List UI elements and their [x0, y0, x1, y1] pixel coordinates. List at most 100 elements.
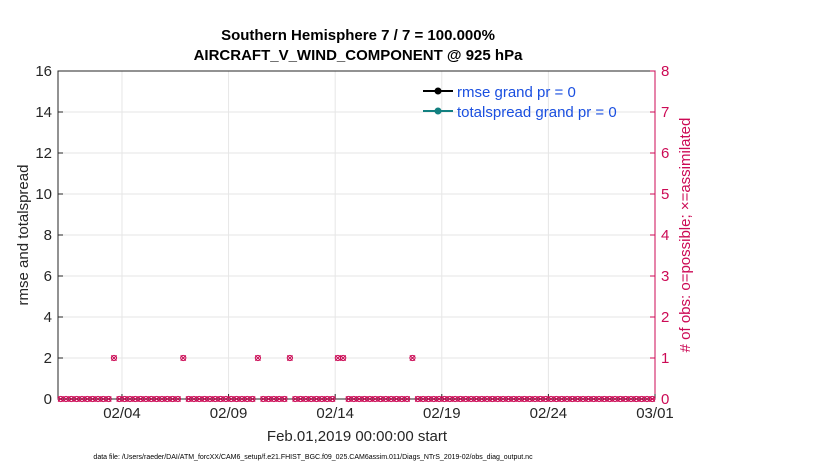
obs-possible-marker	[110, 354, 118, 362]
obs-assimilated-marker	[212, 396, 219, 402]
obs-assimilated-marker	[542, 396, 549, 402]
obs-assimilated-marker	[628, 396, 634, 402]
obs-assimilated-marker	[345, 396, 352, 402]
obs-assimilated-marker	[633, 396, 640, 402]
obs-assimilated-marker	[100, 396, 107, 402]
obs-assimilated-marker	[558, 396, 565, 402]
obs-count-point	[286, 354, 293, 362]
obs-assimilated-marker	[329, 396, 336, 402]
x-tick-label: 02/24	[530, 405, 568, 422]
obs-assimilated-marker	[137, 396, 144, 402]
obs-assimilated-marker	[196, 396, 203, 402]
obs-assimilated-marker	[260, 396, 267, 402]
obs-assimilated-marker	[292, 396, 299, 402]
obs-possible-marker	[254, 354, 261, 362]
obs-assimilated-marker	[510, 396, 517, 402]
obs-assimilated-marker	[324, 396, 331, 402]
obs-assimilated-marker	[286, 355, 293, 361]
right-tick-label: 4	[661, 227, 669, 244]
obs-count-point	[404, 395, 411, 403]
obs-possible-marker	[105, 395, 112, 403]
obs-assimilated-marker	[521, 396, 528, 402]
left-tick-label: 12	[35, 145, 52, 162]
obs-assimilated-marker	[382, 396, 389, 402]
obs-assimilated-marker	[233, 396, 240, 402]
obs-assimilated-marker	[596, 396, 602, 402]
obs-possible-marker	[329, 395, 336, 403]
obs-assimilated-marker	[372, 396, 379, 402]
left-tick-label: 4	[44, 309, 52, 326]
obs-assimilated-marker	[318, 396, 325, 402]
obs-assimilated-marker	[393, 396, 400, 402]
x-tick-label: 02/19	[423, 405, 461, 422]
obs-assimilated-marker	[532, 396, 539, 402]
legend-rmse-label: rmse grand pr = 0	[457, 84, 576, 101]
legend-totalspread-marker	[434, 107, 442, 115]
chart-title-line1: Southern Hemisphere 7 / 7 = 100.000%	[221, 27, 495, 44]
obs-possible-marker	[649, 395, 656, 403]
obs-assimilated-marker	[601, 396, 608, 402]
x-axis: 02/04 02/09 02/14 02/19 02/24 03/01	[103, 394, 674, 422]
obs-assimilated-marker	[238, 396, 245, 402]
obs-possible-marker	[404, 395, 411, 403]
left-tick-label: 8	[44, 227, 52, 244]
obs-assimilated-marker	[111, 355, 117, 361]
obs-assimilated-marker	[185, 396, 192, 402]
obs-count-point	[180, 354, 187, 362]
obs-count-point	[649, 395, 656, 403]
obs-assimilated-marker	[169, 396, 176, 402]
obs-assimilated-marker	[63, 396, 69, 402]
obs-assimilated-marker	[612, 396, 618, 402]
obs-assimilated-marker	[500, 396, 507, 402]
obs-assimilated-marker	[95, 396, 101, 402]
obs-assimilated-marker	[153, 396, 160, 402]
obs-assimilated-marker	[548, 396, 555, 402]
data-file-footer: data file: /Users/raeder/DAI/ATM_forcXX/…	[93, 454, 533, 461]
obs-assimilated-marker	[297, 396, 304, 402]
obs-assimilated-marker	[222, 396, 229, 402]
obs-assimilated-marker	[537, 396, 544, 402]
obs-possible-marker	[281, 395, 288, 403]
obs-assimilated-marker	[446, 396, 453, 402]
right-tick-label: 8	[661, 63, 669, 80]
obs-count-point	[340, 354, 347, 362]
left-tick-label: 0	[44, 391, 52, 408]
obs-count-point	[521, 395, 528, 403]
obs-count-point	[329, 395, 336, 403]
obs-assimilated-marker	[414, 396, 421, 402]
obs-assimilated-marker	[281, 396, 288, 402]
obs-possible-marker	[409, 354, 416, 362]
obs-assimilated-marker	[84, 396, 91, 402]
obs-assimilated-marker	[217, 396, 224, 402]
legend: rmse grand pr = 0 totalspread grand pr =…	[423, 84, 617, 121]
obs-assimilated-marker	[308, 396, 315, 402]
obs-assimilated-marker	[174, 396, 181, 402]
x-tick-label: 02/09	[210, 405, 248, 422]
obs-count-point	[468, 395, 475, 403]
left-axis: 0 2 4 6 8 10 12 14 16	[35, 63, 63, 408]
right-tick-label: 3	[661, 268, 669, 285]
obs-assimilated-marker	[148, 396, 155, 402]
obs-possible-marker	[174, 395, 182, 403]
obs-assimilated-marker	[425, 396, 432, 402]
obs-count-point	[409, 354, 416, 362]
obs-assimilated-marker	[105, 396, 112, 402]
obs-assimilated-marker	[276, 396, 283, 402]
obs-assimilated-marker	[249, 396, 256, 402]
obs-assimilated-marker	[68, 396, 75, 402]
obs-possible-marker	[180, 354, 187, 362]
left-tick-label: 10	[35, 186, 52, 203]
y-axis-label-left: rmse and totalspread	[15, 165, 32, 306]
obs-assimilated-marker	[590, 396, 597, 402]
obs-assimilated-marker	[478, 396, 485, 402]
obs-count-point	[638, 395, 645, 403]
legend-totalspread-label: totalspread grand pr = 0	[457, 104, 617, 121]
obs-assimilated-marker	[553, 396, 560, 402]
obs-assimilated-marker	[190, 396, 197, 402]
obs-assimilated-marker	[516, 396, 523, 402]
obs-assimilated-marker	[334, 355, 341, 361]
obs-assimilated-marker	[313, 396, 320, 402]
right-tick-label: 2	[661, 309, 669, 326]
obs-assimilated-marker	[462, 396, 469, 402]
grid	[58, 71, 655, 399]
